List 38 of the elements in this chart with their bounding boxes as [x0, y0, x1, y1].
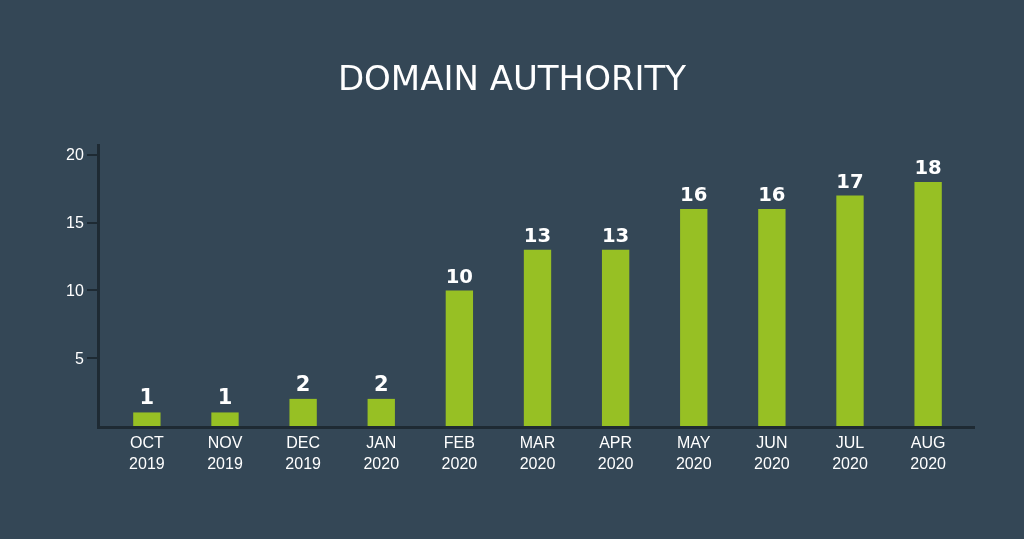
bar: [523, 249, 552, 426]
chart-title: DOMAIN AUTHORITY: [337, 58, 687, 99]
bar: [445, 290, 474, 426]
x-tick-label: JUL 2020: [832, 434, 868, 472]
y-tick-label: 20: [66, 146, 84, 164]
x-tick-label: DEC 2019: [285, 434, 322, 472]
x-tick-label: NOV 2019: [207, 434, 243, 472]
bar: [758, 209, 786, 426]
bar: [289, 398, 317, 426]
bar: [367, 398, 395, 426]
bar: [836, 195, 864, 426]
bar: [914, 181, 942, 426]
x-tick-label: FEB 2020: [441, 434, 478, 472]
data-label: 2: [295, 371, 311, 396]
x-tick-label: OCT 2019: [129, 434, 165, 472]
data-label: 2: [373, 371, 389, 396]
data-label: 1: [139, 385, 155, 410]
data-label: 16: [758, 183, 786, 207]
data-label: 17: [836, 169, 864, 193]
data-label: 18: [914, 156, 942, 180]
bar: [680, 209, 708, 426]
x-tick-label: APR 2020: [597, 434, 634, 472]
x-tick-label: JAN 2020: [363, 434, 400, 472]
y-tick-label: 5: [74, 349, 84, 367]
y-tick-label: 15: [66, 214, 84, 232]
x-tick-label: JUN 2020: [754, 434, 790, 472]
x-tick-label: MAR 2020: [519, 434, 556, 472]
x-tick-label: MAY 2020: [675, 434, 712, 472]
y-tick-label: 10: [66, 282, 84, 300]
bar: [133, 412, 161, 426]
bar: [601, 249, 630, 426]
bar: [211, 412, 239, 426]
data-label: 10: [445, 264, 474, 288]
data-label: 13: [523, 224, 552, 248]
x-tick-label: AUG 2020: [910, 434, 947, 472]
data-label: 1: [217, 385, 233, 410]
data-label: 16: [680, 183, 708, 207]
data-label: 13: [601, 224, 630, 248]
